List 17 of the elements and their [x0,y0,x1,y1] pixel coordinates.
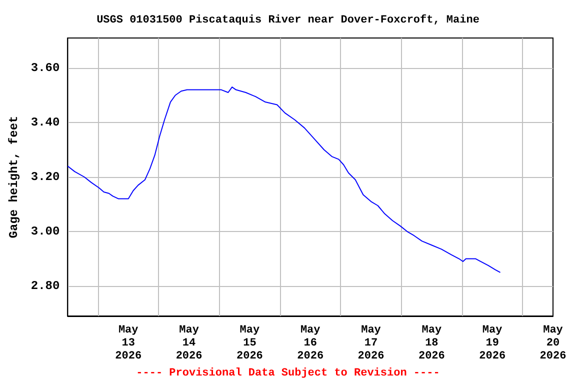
chart-title: USGS 01031500 Piscataquis River near Dover-Foxcroft, Maine [96,14,480,26]
x-tick-label: May 15 2026 [236,324,263,362]
x-tick-label: May 13 2026 [115,324,142,362]
x-tick-label: May 18 2026 [418,324,445,362]
y-axis-title: Gage height, feet [7,116,21,238]
x-tick-label: May 14 2026 [176,324,202,362]
x-tick-label: May 16 2026 [297,324,324,362]
x-tick-label: May 20 2026 [540,324,566,362]
y-tick-label: 3.00 [30,224,60,239]
line-series [67,86,501,273]
text: ---- Provisional Data Subject to Revision ---- [136,368,440,380]
y-tick-label: 2.80 [30,279,60,294]
x-tick-label: May 17 2026 [358,324,384,362]
y-tick-label: 3.60 [30,60,60,75]
y-tick-label: 3.40 [30,115,60,130]
x-tick-label: May 19 2026 [479,324,506,362]
y-tick-label: 3.20 [30,170,60,184]
